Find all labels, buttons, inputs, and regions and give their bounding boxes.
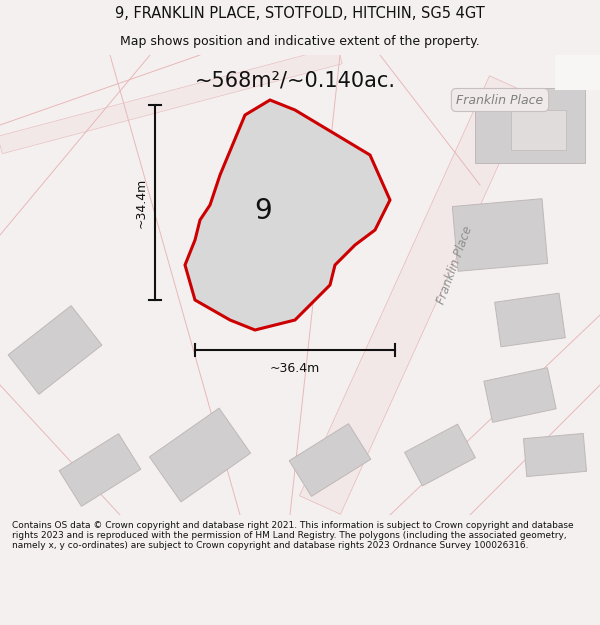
- Text: Franklin Place: Franklin Place: [457, 94, 544, 106]
- Text: 9: 9: [254, 197, 272, 225]
- Polygon shape: [299, 76, 530, 514]
- Polygon shape: [511, 110, 566, 150]
- Polygon shape: [523, 434, 587, 476]
- Polygon shape: [59, 434, 141, 506]
- Polygon shape: [555, 55, 600, 90]
- Polygon shape: [250, 160, 355, 260]
- Polygon shape: [149, 408, 251, 502]
- Text: 9, FRANKLIN PLACE, STOTFOLD, HITCHIN, SG5 4GT: 9, FRANKLIN PLACE, STOTFOLD, HITCHIN, SG…: [115, 6, 485, 21]
- Polygon shape: [484, 368, 556, 423]
- Polygon shape: [289, 424, 371, 496]
- Polygon shape: [185, 100, 390, 330]
- Text: ~36.4m: ~36.4m: [270, 361, 320, 374]
- Polygon shape: [452, 199, 548, 271]
- Text: ~568m²/~0.140ac.: ~568m²/~0.140ac.: [195, 70, 396, 90]
- Polygon shape: [0, 46, 343, 154]
- Text: ~34.4m: ~34.4m: [134, 177, 148, 227]
- Polygon shape: [404, 424, 475, 486]
- Polygon shape: [8, 306, 102, 394]
- Text: Map shows position and indicative extent of the property.: Map shows position and indicative extent…: [120, 35, 480, 48]
- Polygon shape: [494, 293, 565, 347]
- Text: Contains OS data © Crown copyright and database right 2021. This information is : Contains OS data © Crown copyright and d…: [12, 521, 574, 550]
- Text: Franklin Place: Franklin Place: [435, 224, 475, 306]
- Polygon shape: [475, 88, 585, 162]
